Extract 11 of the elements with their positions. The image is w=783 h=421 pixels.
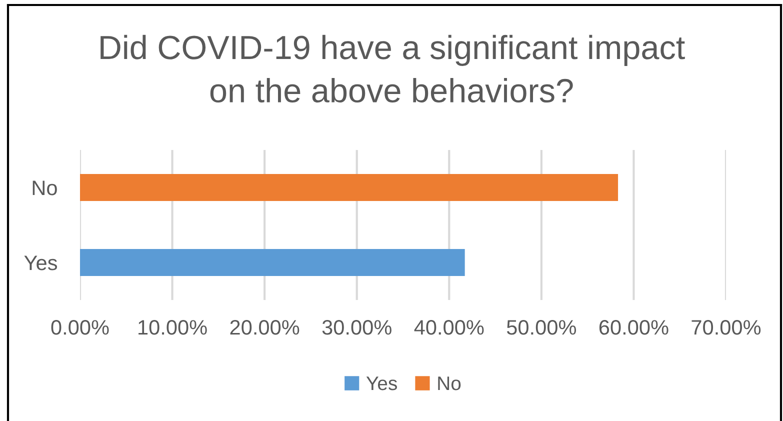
x-tick-label: 40.00% <box>414 320 484 335</box>
x-tick-label: 0.00% <box>51 320 109 335</box>
legend-label: Yes <box>366 376 397 390</box>
x-tick-label: 50.00% <box>506 320 576 335</box>
x-tick-label: 10.00% <box>138 320 207 335</box>
x-tick-label: 30.00% <box>322 320 392 335</box>
chart-title: Did COVID-19 have a significant impact on the above behaviors? <box>100 34 685 103</box>
x-tick-label: 60.00% <box>599 320 668 335</box>
x-tick-label: 20.00% <box>230 320 300 335</box>
legend-label: No <box>438 376 461 390</box>
x-tick-label: 70.00% <box>692 320 761 335</box>
